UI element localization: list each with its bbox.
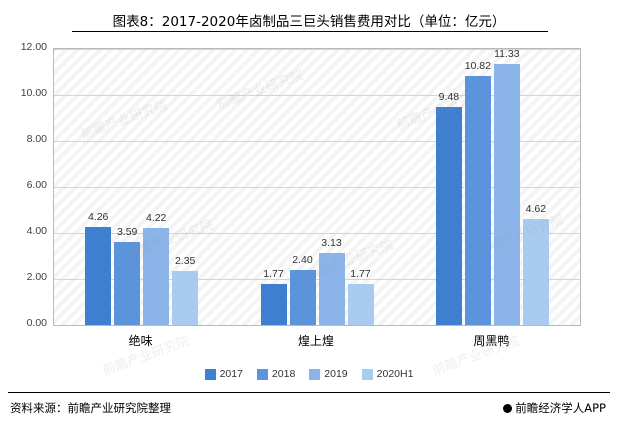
legend-label: 2018 bbox=[271, 368, 296, 380]
bar-2017-周黑鸭 bbox=[435, 106, 462, 325]
y-axis-tick-label: 2.00 bbox=[26, 271, 47, 283]
title-underline bbox=[72, 31, 548, 32]
gridline bbox=[54, 49, 580, 50]
y-axis-tick-label: 0.00 bbox=[26, 317, 47, 329]
footer-divider bbox=[8, 392, 610, 393]
y-axis-tick-label: 10.00 bbox=[20, 87, 47, 99]
bar-value-label: 4.22 bbox=[145, 211, 167, 224]
y-axis-tick-label: 4.00 bbox=[26, 225, 47, 237]
watermark: 前瞻产业研究院 bbox=[214, 67, 306, 113]
bar-value-label: 4.62 bbox=[525, 202, 547, 215]
legend-item-2020H1[interactable]: 2020H1 bbox=[361, 368, 414, 380]
bar-2020H1-绝味 bbox=[172, 270, 199, 325]
legend: 2017 2018 2019 2020H1 bbox=[0, 368, 618, 380]
page-title: 图表8：2017-2020年卤制品三巨头销售费用对比（单位：亿元） bbox=[112, 14, 506, 30]
gridline bbox=[54, 95, 580, 96]
gridline bbox=[54, 279, 580, 280]
brand-dot-icon bbox=[503, 404, 513, 413]
watermark: 前瞻产业研究院 bbox=[78, 97, 170, 143]
bar-2020H1-周黑鸭 bbox=[522, 218, 549, 325]
plot-area: 4.26 3.59 4.22 2.35 1.77 2.40 3.13 1.77 9.48 10.8… bbox=[53, 48, 581, 326]
bar-value-label: 1.77 bbox=[263, 268, 284, 281]
bar-2019-煌上煌 bbox=[318, 253, 345, 325]
brand-label: 前瞻经济学人APP bbox=[503, 400, 606, 416]
bar-2017-绝味 bbox=[85, 227, 112, 325]
legend-swatch-icon bbox=[204, 368, 216, 380]
bar-value-label: 2.35 bbox=[174, 254, 196, 267]
legend-swatch-icon bbox=[361, 368, 373, 380]
legend-swatch-icon bbox=[256, 368, 268, 380]
legend-label: 2020H1 bbox=[376, 368, 414, 380]
gridline bbox=[54, 141, 580, 142]
bar-value-label: 4.26 bbox=[87, 211, 109, 224]
legend-item-2017[interactable]: 2017 bbox=[204, 368, 243, 380]
y-axis-tick-label: 12.00 bbox=[20, 41, 47, 53]
legend-label: 2019 bbox=[324, 368, 348, 380]
x-axis-tick-label: 周黑鸭 bbox=[473, 334, 510, 348]
brand-label-text: 前瞻经济学人APP bbox=[515, 401, 606, 415]
source-note: 资料来源：前瞻产业研究院整理 bbox=[10, 401, 171, 415]
gridline bbox=[54, 187, 580, 188]
bar-2017-煌上煌 bbox=[260, 284, 287, 325]
bar-value-label: 3.13 bbox=[321, 237, 342, 249]
bar-2018-绝味 bbox=[114, 242, 141, 325]
bar-2019-周黑鸭 bbox=[493, 64, 520, 325]
x-axis-tick-label: 煌上煌 bbox=[297, 334, 334, 348]
legend-swatch-icon bbox=[309, 368, 321, 380]
y-axis-tick-label: 6.00 bbox=[26, 179, 47, 191]
bar-value-label: 2.40 bbox=[292, 253, 313, 266]
bar-value-label: 11.33 bbox=[494, 48, 520, 61]
y-axis-tick-label: 8.00 bbox=[26, 133, 47, 145]
bar-value-label: 10.82 bbox=[464, 60, 491, 73]
bar-2018-煌上煌 bbox=[289, 269, 316, 325]
bar-value-label: 1.77 bbox=[350, 268, 371, 281]
legend-item-2019[interactable]: 2019 bbox=[309, 368, 348, 380]
legend-label: 2017 bbox=[219, 368, 243, 380]
legend-item-2018[interactable]: 2018 bbox=[256, 368, 296, 380]
bar-2020H1-煌上煌 bbox=[347, 284, 374, 325]
bar-value-label: 3.59 bbox=[116, 226, 138, 239]
gridline bbox=[54, 233, 580, 234]
bar-2019-绝味 bbox=[143, 227, 170, 325]
bar-value-label: 9.48 bbox=[438, 90, 460, 103]
x-axis-tick-label: 绝味 bbox=[128, 334, 153, 348]
bar-2018-周黑鸭 bbox=[464, 76, 491, 325]
